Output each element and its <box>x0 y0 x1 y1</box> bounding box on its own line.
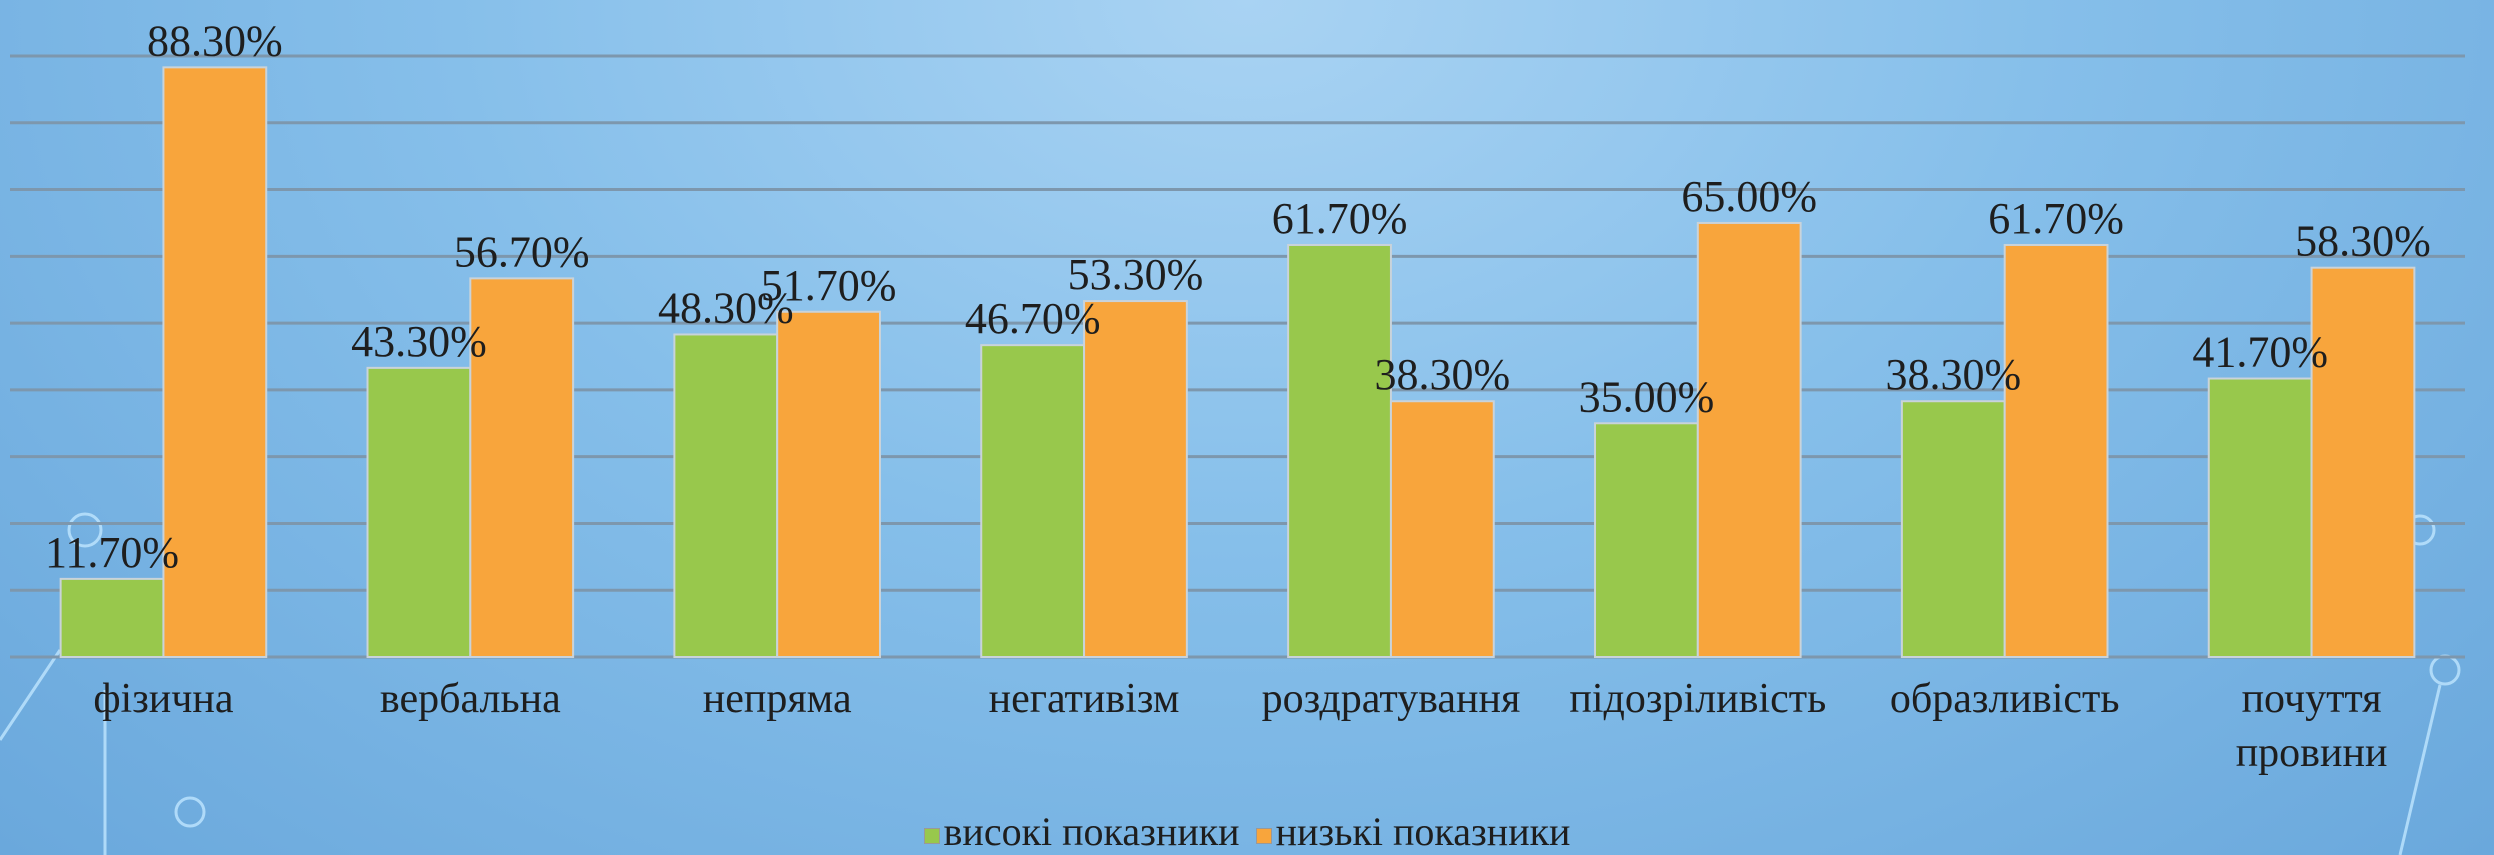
x-tick-label: почуття провини <box>2235 676 2388 776</box>
bar <box>1696 221 1802 658</box>
data-label: 41.70% <box>2192 328 2328 377</box>
bar <box>1594 422 1699 658</box>
data-label: 61.70% <box>1272 194 1408 243</box>
x-tick-label: непряма <box>702 676 852 722</box>
data-label: 53.30% <box>1068 250 1204 299</box>
bar <box>59 577 165 658</box>
legend-swatch <box>1255 827 1272 844</box>
data-label: 65.00% <box>1681 172 1817 221</box>
bar <box>2310 266 2416 658</box>
bar <box>469 277 575 658</box>
bar <box>2207 377 2313 658</box>
bar <box>776 310 881 658</box>
data-label: 38.30% <box>1375 350 1511 399</box>
data-label: 88.30% <box>147 16 283 65</box>
x-tick-label: вербальна <box>379 676 561 722</box>
data-label: 43.30% <box>351 317 487 366</box>
bar <box>980 344 1086 658</box>
decor-circle <box>67 512 103 548</box>
x-tick-label: фізична <box>93 676 234 722</box>
legend-swatch <box>923 827 940 844</box>
x-tick-label: образливість <box>1889 676 2120 722</box>
data-label: 35.00% <box>1579 372 1715 421</box>
data-label: 48.30% <box>658 283 794 332</box>
legend-label: низькі показники <box>1275 809 1571 854</box>
legend-label: високі показники <box>943 809 1240 854</box>
decor-circle <box>2429 654 2461 686</box>
bar <box>673 333 779 658</box>
data-label: 56.70% <box>454 227 590 276</box>
bar <box>366 366 472 658</box>
decor-circle <box>174 796 206 828</box>
decor-line <box>0 649 62 741</box>
data-label: 46.70% <box>965 294 1101 343</box>
bar <box>162 66 268 658</box>
bar <box>1287 243 1392 658</box>
decor <box>0 512 2461 855</box>
legend: високі показники низькі показники <box>0 812 2494 852</box>
x-tick-label: негативізм <box>988 676 1180 722</box>
data-label: 58.30% <box>2295 217 2431 266</box>
legend-item: низькі показники <box>1255 809 1571 854</box>
bar <box>1389 400 1495 659</box>
data-label: 51.70% <box>761 261 897 310</box>
data-label: 38.30% <box>1885 350 2021 399</box>
data-label: 11.70% <box>45 528 179 577</box>
x-tick-label: роздратування <box>1261 676 1521 722</box>
bar <box>2003 243 2109 658</box>
data-label: 61.70% <box>1988 194 2124 243</box>
decor-line <box>2398 684 2442 855</box>
bar <box>1900 400 2006 659</box>
bar <box>1083 300 1188 658</box>
legend-item: високі показники <box>923 809 1240 854</box>
x-tick-label: підозріливість <box>1569 676 1827 722</box>
